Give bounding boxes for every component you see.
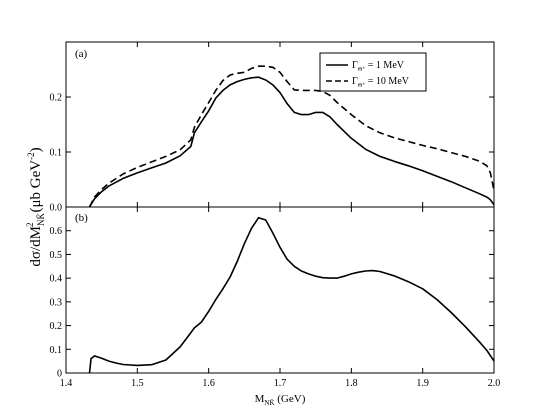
x-axis-title: MNK̄ (GeV) bbox=[255, 393, 306, 407]
panel-b-ytick-label: 0 bbox=[57, 369, 62, 380]
legend-entry-2-gamma: Γ bbox=[352, 76, 358, 87]
y-axis-title-sub: NK̄ bbox=[36, 213, 46, 226]
panel-a-ytick-label: 0.1 bbox=[50, 148, 63, 159]
xtick-label: 1.9 bbox=[416, 378, 429, 389]
panel-a-series-solid bbox=[88, 76, 495, 208]
panel-a-label: (a) bbox=[75, 48, 88, 60]
xtick-label: 1.5 bbox=[131, 378, 144, 389]
y-axis-title-units-sup: -2 bbox=[26, 152, 36, 160]
x-axis-title-main: M bbox=[255, 393, 265, 405]
xtick-label: 1.7 bbox=[274, 378, 287, 389]
x-axis-title-units: (GeV) bbox=[275, 393, 306, 405]
y-axis-title-sup: 2 bbox=[25, 223, 35, 228]
panel-b-ytick-label: 0.5 bbox=[50, 250, 63, 261]
legend-entry-1: ΓΘ⁺ = 1 MeV bbox=[352, 60, 405, 73]
panel-b-ticks: 0 0.1 0.2 0.3 0.4 0.5 0.6 1.4 1.5 1.6 1.7 1.8 1.9 2.0 bbox=[50, 207, 501, 389]
legend-entry-2-sub: Θ⁺ bbox=[358, 83, 366, 89]
panel-b-ytick-label: 0.3 bbox=[50, 297, 63, 308]
panel-b-frame bbox=[65, 206, 495, 374]
panel-b-ytick-label: 0.2 bbox=[50, 321, 63, 332]
y-axis-title-units: (μb GeV bbox=[28, 160, 44, 213]
legend-box bbox=[319, 52, 427, 92]
panel-b-ytick-label: 0.1 bbox=[50, 345, 63, 356]
legend-entry-1-value: = 1 MeV bbox=[365, 60, 404, 71]
xtick-label: 2.0 bbox=[488, 378, 501, 389]
panel-a-ticks: 0.0 0.1 0.2 bbox=[50, 42, 495, 214]
legend: ΓΘ⁺ = 1 MeV ΓΘ⁺ = 10 MeV bbox=[319, 52, 427, 92]
panel-b-label: (b) bbox=[75, 212, 88, 224]
panel-a-ytick-label: 0.2 bbox=[50, 93, 63, 104]
xtick-label: 1.8 bbox=[345, 378, 358, 389]
y-axis-title-units-close: ) bbox=[28, 147, 44, 152]
legend-entry-2-value: = 10 MeV bbox=[365, 76, 409, 87]
xtick-label: 1.4 bbox=[60, 378, 73, 389]
y-axis-title-main: dσ/dM bbox=[28, 226, 44, 267]
x-axis-title-sub: NK̄ bbox=[264, 399, 274, 407]
panel-a-ytick-label: 0.0 bbox=[50, 203, 63, 214]
panel-a-series-dashed bbox=[88, 65, 495, 208]
panel-b-curves bbox=[88, 216, 495, 374]
legend-entry-2: ΓΘ⁺ = 10 MeV bbox=[352, 76, 410, 89]
panel-b-series-solid bbox=[88, 216, 495, 374]
legend-entry-1-sub: Θ⁺ bbox=[358, 67, 366, 73]
panel-a-curves bbox=[88, 65, 495, 208]
panel-b-ytick-label: 0.4 bbox=[50, 274, 63, 285]
panel-a-frame bbox=[65, 41, 495, 208]
y-axis-title: dσ/dMNK̄2 (μb GeV-2) bbox=[25, 147, 46, 266]
panel-b-ytick-label: 0.6 bbox=[50, 226, 63, 237]
xtick-label: 1.6 bbox=[202, 378, 215, 389]
legend-entry-1-gamma: Γ bbox=[352, 60, 358, 71]
